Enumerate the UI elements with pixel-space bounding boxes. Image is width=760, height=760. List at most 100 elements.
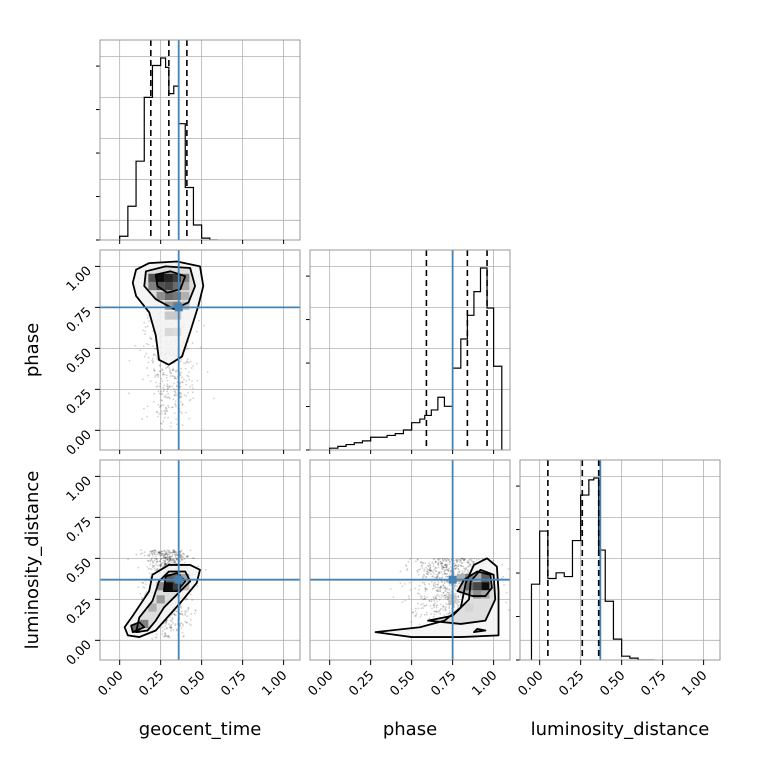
sample-point xyxy=(163,628,166,631)
sample-point xyxy=(180,554,183,557)
sample-point xyxy=(174,561,176,564)
sample-point xyxy=(141,581,144,584)
sample-point xyxy=(418,588,420,591)
sample-point xyxy=(191,342,194,344)
sample-point xyxy=(461,570,464,572)
sample-point xyxy=(448,558,450,561)
sample-point xyxy=(166,410,169,413)
sample-point xyxy=(462,565,465,568)
sample-point xyxy=(168,551,171,554)
sample-point xyxy=(179,396,182,399)
sample-point xyxy=(434,595,437,598)
sample-point xyxy=(152,555,154,557)
sample-point xyxy=(422,562,425,565)
sample-point xyxy=(162,552,165,555)
sample-point xyxy=(164,563,167,565)
sample-point xyxy=(161,626,164,629)
sample-point xyxy=(171,558,174,561)
sample-point xyxy=(182,623,184,626)
sample-point xyxy=(448,605,451,608)
sample-point xyxy=(435,561,437,563)
sample-point xyxy=(161,423,163,425)
sample-point xyxy=(166,558,169,561)
sample-point xyxy=(189,360,192,363)
sample-point xyxy=(187,361,190,364)
sample-point xyxy=(415,612,418,615)
sample-point xyxy=(164,624,167,627)
sample-point xyxy=(437,558,440,560)
sample-point xyxy=(430,600,433,603)
sample-point xyxy=(149,568,152,570)
sample-point xyxy=(174,392,177,395)
sample-point xyxy=(505,601,508,604)
sample-point xyxy=(439,586,442,589)
sample-point xyxy=(153,400,155,403)
sample-point xyxy=(441,564,443,567)
sample-point xyxy=(143,333,146,336)
sample-point xyxy=(431,587,434,590)
sample-point xyxy=(198,319,200,322)
sample-point xyxy=(422,573,425,576)
sample-point xyxy=(430,569,433,572)
sample-point xyxy=(445,606,448,608)
sample-point xyxy=(468,559,471,561)
sample-point xyxy=(163,564,165,566)
sample-point xyxy=(172,551,175,554)
sample-point xyxy=(454,559,457,561)
sample-point xyxy=(160,550,163,553)
sample-point xyxy=(172,550,175,553)
sample-point xyxy=(439,587,442,590)
sample-point xyxy=(436,604,439,607)
sample-point xyxy=(184,612,186,615)
sample-point xyxy=(409,589,412,591)
sample-point xyxy=(424,597,426,599)
sample-point xyxy=(165,385,168,388)
sample-point xyxy=(159,558,162,560)
sample-point xyxy=(431,607,433,610)
sample-point xyxy=(146,317,149,319)
sample-point xyxy=(191,599,194,601)
sample-point xyxy=(156,385,159,387)
sample-point xyxy=(190,624,192,627)
sample-point xyxy=(438,571,441,573)
sample-point xyxy=(171,549,174,552)
sample-point xyxy=(445,594,448,596)
sample-point xyxy=(426,564,429,567)
sample-point xyxy=(431,575,434,578)
sample-point xyxy=(467,561,470,564)
sample-point xyxy=(150,550,152,553)
sample-point xyxy=(430,569,433,572)
sample-point xyxy=(439,589,442,592)
sample-point xyxy=(180,626,183,629)
sample-point xyxy=(406,567,409,570)
sample-point xyxy=(188,623,191,625)
sample-point xyxy=(444,587,447,590)
sample-point xyxy=(407,595,410,598)
sample-point xyxy=(186,621,188,624)
sample-point xyxy=(445,588,448,590)
sample-point xyxy=(426,568,429,571)
sample-point xyxy=(453,565,456,568)
sample-point xyxy=(196,362,198,365)
sample-point xyxy=(421,581,424,584)
sample-point xyxy=(457,596,460,598)
sample-point xyxy=(166,556,169,559)
sample-point xyxy=(434,566,437,569)
sample-point xyxy=(167,393,169,395)
sample-point xyxy=(166,552,169,555)
sample-point xyxy=(127,558,130,561)
sample-point xyxy=(166,562,169,565)
sample-point xyxy=(175,394,177,397)
sample-point xyxy=(158,560,161,563)
sample-point xyxy=(165,621,167,624)
sample-point xyxy=(152,368,155,371)
sample-point xyxy=(436,611,439,613)
sample-point xyxy=(169,371,172,374)
sample-point xyxy=(171,375,174,377)
sample-point xyxy=(423,595,426,598)
sample-point xyxy=(163,549,166,552)
sample-point xyxy=(431,580,433,583)
sample-point xyxy=(505,591,508,594)
sample-point xyxy=(444,607,447,610)
sample-point xyxy=(176,557,179,560)
